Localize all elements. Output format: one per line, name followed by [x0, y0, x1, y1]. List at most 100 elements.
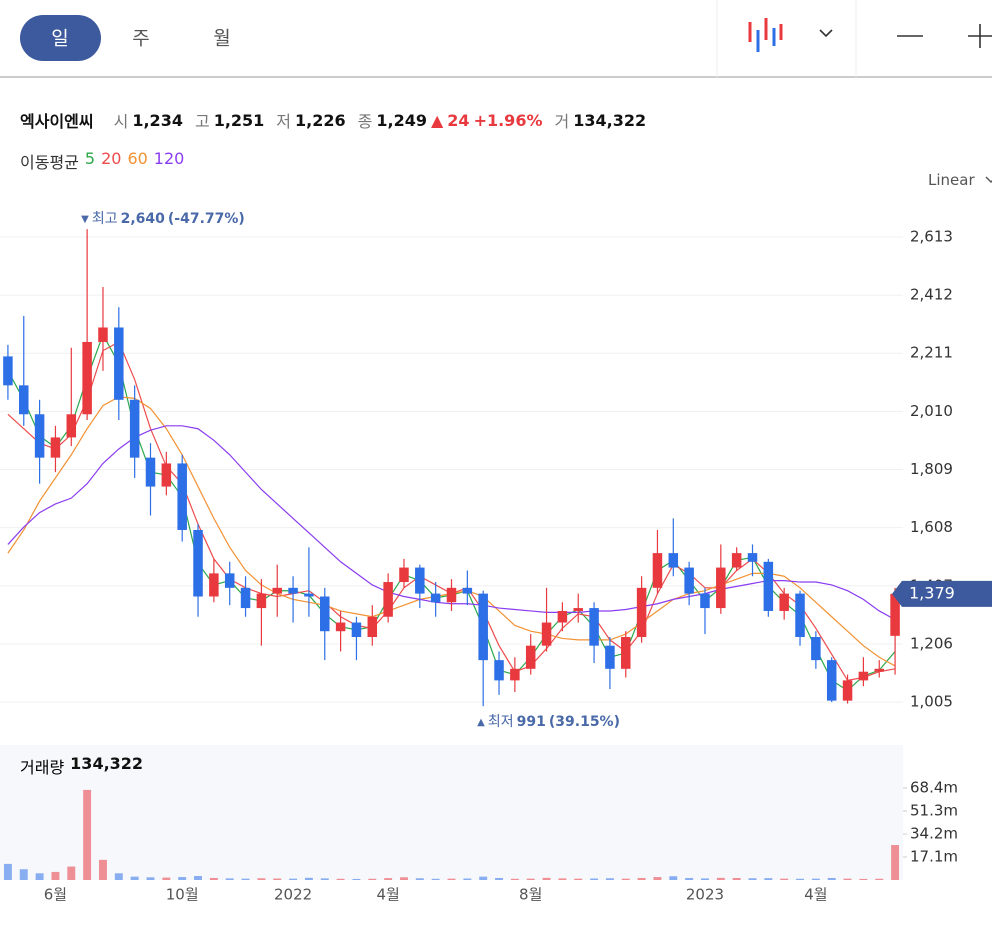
volume-value: 134,322: [70, 754, 144, 773]
volume-bar: [796, 878, 804, 880]
volume-bar: [257, 878, 266, 880]
candle-body: [494, 660, 504, 681]
volume-title: 거래량: [20, 758, 65, 777]
tab[interactable]: 주: [132, 28, 149, 50]
volume-bar: [35, 873, 44, 880]
ma-line: [7, 333, 896, 692]
legend-title: 이동평균: [20, 153, 79, 172]
volume-bar: [130, 876, 139, 880]
ma-line: [7, 341, 896, 682]
volume-bar: [225, 878, 234, 880]
candle-body: [320, 596, 330, 632]
change-percent: +1.96%: [473, 110, 543, 130]
candle-body: [763, 561, 774, 611]
annotation-part: ▲: [477, 717, 485, 728]
ma-line: [7, 396, 896, 667]
candle-body: [240, 587, 251, 609]
legend-entry[interactable]: 5: [84, 149, 96, 168]
candle-body: [779, 593, 789, 611]
x-tick-label: 4월: [804, 886, 827, 904]
candle-body: [82, 341, 92, 415]
annotation-part: 최저: [488, 714, 514, 730]
annotation-part: ▼: [81, 214, 89, 225]
annotation: ▼ 최고 2,640 (-47.77%): [81, 211, 245, 227]
candle-body: [415, 567, 425, 594]
field-value: 134,322: [573, 110, 647, 130]
volume-bar: [590, 878, 599, 880]
candle-body: [874, 668, 884, 672]
candle-body: [129, 399, 140, 458]
tab-active[interactable]: [20, 15, 101, 61]
candle-body: [731, 553, 742, 568]
volume-bar: [621, 878, 630, 880]
x-tick-label: 6월: [44, 886, 67, 904]
y2-tick-label: 34.2m: [910, 825, 958, 843]
volume-bar: [99, 859, 107, 880]
candles: [3, 229, 900, 707]
legend-entry[interactable]: 60: [127, 149, 148, 168]
scale-mode[interactable]: Linear: [928, 171, 975, 189]
candle-body: [462, 587, 473, 594]
legend-entry[interactable]: 120: [153, 149, 185, 168]
volume-bar: [843, 878, 852, 880]
candle-body: [256, 593, 267, 609]
volume-bar: [875, 878, 884, 880]
candle-body: [98, 327, 108, 342]
annotation-part: 991: [517, 714, 546, 730]
volume-pane: [0, 745, 903, 880]
candle-body: [684, 567, 694, 594]
field-label: 시: [113, 112, 129, 131]
volume-bar: [811, 878, 820, 880]
volume-bar: [653, 877, 662, 880]
candle-body: [351, 622, 362, 637]
price-tag: [892, 580, 992, 607]
scale-chevron[interactable]: [985, 176, 992, 183]
volume-bar: [891, 845, 900, 880]
annotation: ▲ 최저 991 (39.15%): [477, 714, 620, 730]
volume-bar: [162, 877, 171, 880]
volume-bar: [51, 871, 60, 880]
change-amount: 24: [447, 110, 470, 130]
field-label: 종: [357, 112, 373, 131]
candle-body: [446, 587, 457, 603]
volume-bar: [273, 878, 282, 880]
candle-body: [430, 593, 441, 603]
x-tick-label: 10월: [166, 886, 199, 904]
x-tick-label: 4월: [376, 886, 399, 904]
price-tag-label: 1,379: [909, 583, 955, 602]
candle-body: [50, 437, 61, 458]
candle-body: [700, 593, 710, 609]
candle-body: [161, 463, 172, 487]
volume-bar: [732, 877, 741, 880]
volume-bar: [320, 878, 329, 880]
candle-body: [3, 356, 13, 386]
tab[interactable]: 일: [51, 28, 68, 50]
volume-bar: [289, 878, 298, 880]
volume-bar: [526, 878, 535, 880]
candle-body: [177, 463, 187, 530]
legend-entry[interactable]: 20: [101, 149, 122, 168]
chart-type-icon[interactable]: [748, 18, 783, 52]
candle-body: [114, 327, 124, 400]
tab[interactable]: 월: [213, 28, 230, 50]
candle-body: [842, 680, 853, 701]
candle-body: [621, 636, 631, 669]
field-label: 저: [276, 112, 292, 131]
x-tick-label: 8월: [519, 886, 542, 904]
x-tick-label: 2023: [686, 886, 724, 904]
dropdown-chevron[interactable]: [819, 29, 833, 38]
volume-bar: [400, 877, 408, 880]
candle-body: [605, 645, 615, 669]
volume-bar: [431, 878, 440, 880]
candle-body: [383, 582, 393, 617]
candle-body: [367, 616, 378, 637]
y-tick-label: 2,412: [910, 286, 953, 304]
candle-body: [272, 587, 282, 594]
zoom-in[interactable]: [968, 24, 992, 48]
volume-bar: [241, 878, 250, 880]
volume-bar: [463, 878, 472, 880]
volume-bar: [495, 877, 503, 880]
change-arrow: ▲: [430, 110, 444, 130]
